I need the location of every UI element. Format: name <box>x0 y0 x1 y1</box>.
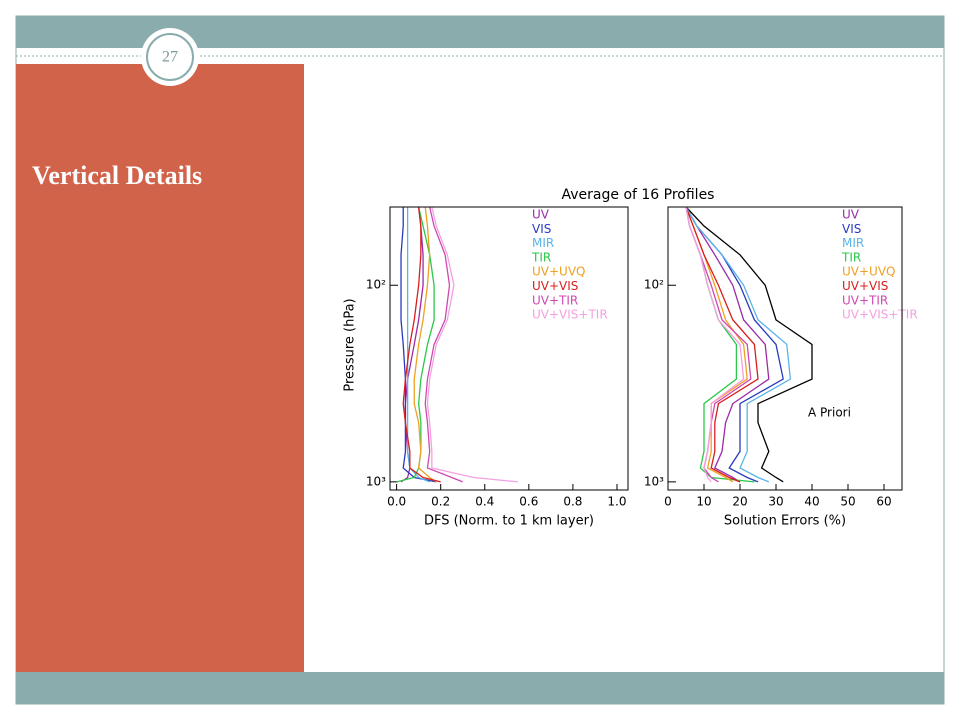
y-axis-label: Pressure (hPa) <box>343 298 358 391</box>
x-tick-label: 0.6 <box>519 495 538 509</box>
legend-entry: TIR <box>531 250 551 264</box>
x-tick-label: 30 <box>768 495 783 509</box>
legend-entry: UV+UVQ <box>532 265 585 279</box>
y-tick-label: 10² <box>366 278 386 292</box>
legend-entry: UV+VIS+TIR <box>532 308 608 322</box>
x-tick-label: 1.0 <box>607 495 626 509</box>
profile-line <box>685 206 792 483</box>
legend-entry: UV+VIS <box>532 279 578 293</box>
profile-line <box>413 206 437 483</box>
legend-entry: UV+TIR <box>532 293 578 307</box>
bottom-bar <box>16 672 944 704</box>
figure-title: Average of 16 Profiles <box>562 187 715 203</box>
side-panel <box>16 64 304 672</box>
legend-entry: VIS <box>532 222 551 236</box>
legend-entry: UV <box>532 208 550 222</box>
x-tick-label: 0 <box>664 495 672 509</box>
y-tick-label: 10³ <box>644 474 664 488</box>
profile-line <box>402 206 441 483</box>
profile-line <box>685 206 770 483</box>
x-tick-label: 0.2 <box>431 495 450 509</box>
legend-entry: UV+VIS <box>842 279 888 293</box>
x-tick-label: 0.4 <box>475 495 494 509</box>
x-axis-label: DFS (Norm. to 1 km layer) <box>424 514 594 529</box>
plot-frame <box>389 206 629 491</box>
x-tick-label: 0.8 <box>563 495 582 509</box>
x-tick-label: 0.0 <box>387 495 406 509</box>
x-tick-label: 50 <box>840 495 855 509</box>
profile-line <box>426 206 518 483</box>
slide-title: Vertical Details <box>32 161 202 190</box>
number-ring <box>146 33 194 81</box>
legend-entry: TIR <box>841 250 861 264</box>
x-axis-label: Solution Errors (%) <box>724 514 846 529</box>
legend-entry: UV <box>842 208 860 222</box>
y-tick-label: 10³ <box>366 474 386 488</box>
x-tick-label: 40 <box>804 495 819 509</box>
profile-line <box>685 206 813 483</box>
annotation: A Priori <box>808 406 851 420</box>
x-tick-label: 10 <box>696 495 711 509</box>
slide-number: 27 <box>162 49 178 66</box>
legend-entry: UV+VIS+TIR <box>842 308 918 322</box>
legend-entry: VIS <box>842 222 861 236</box>
legend-entry: MIR <box>842 236 864 250</box>
profile-line <box>685 206 759 483</box>
legend-entry: UV+TIR <box>842 293 888 307</box>
legend-entry: MIR <box>532 236 554 250</box>
profile-line <box>424 206 463 483</box>
profile-line <box>685 206 745 483</box>
legend-entry: UV+UVQ <box>842 265 895 279</box>
x-tick-label: 20 <box>732 495 747 509</box>
plot-frame <box>667 206 903 491</box>
y-tick-label: 10² <box>644 278 664 292</box>
x-tick-label: 60 <box>876 495 891 509</box>
